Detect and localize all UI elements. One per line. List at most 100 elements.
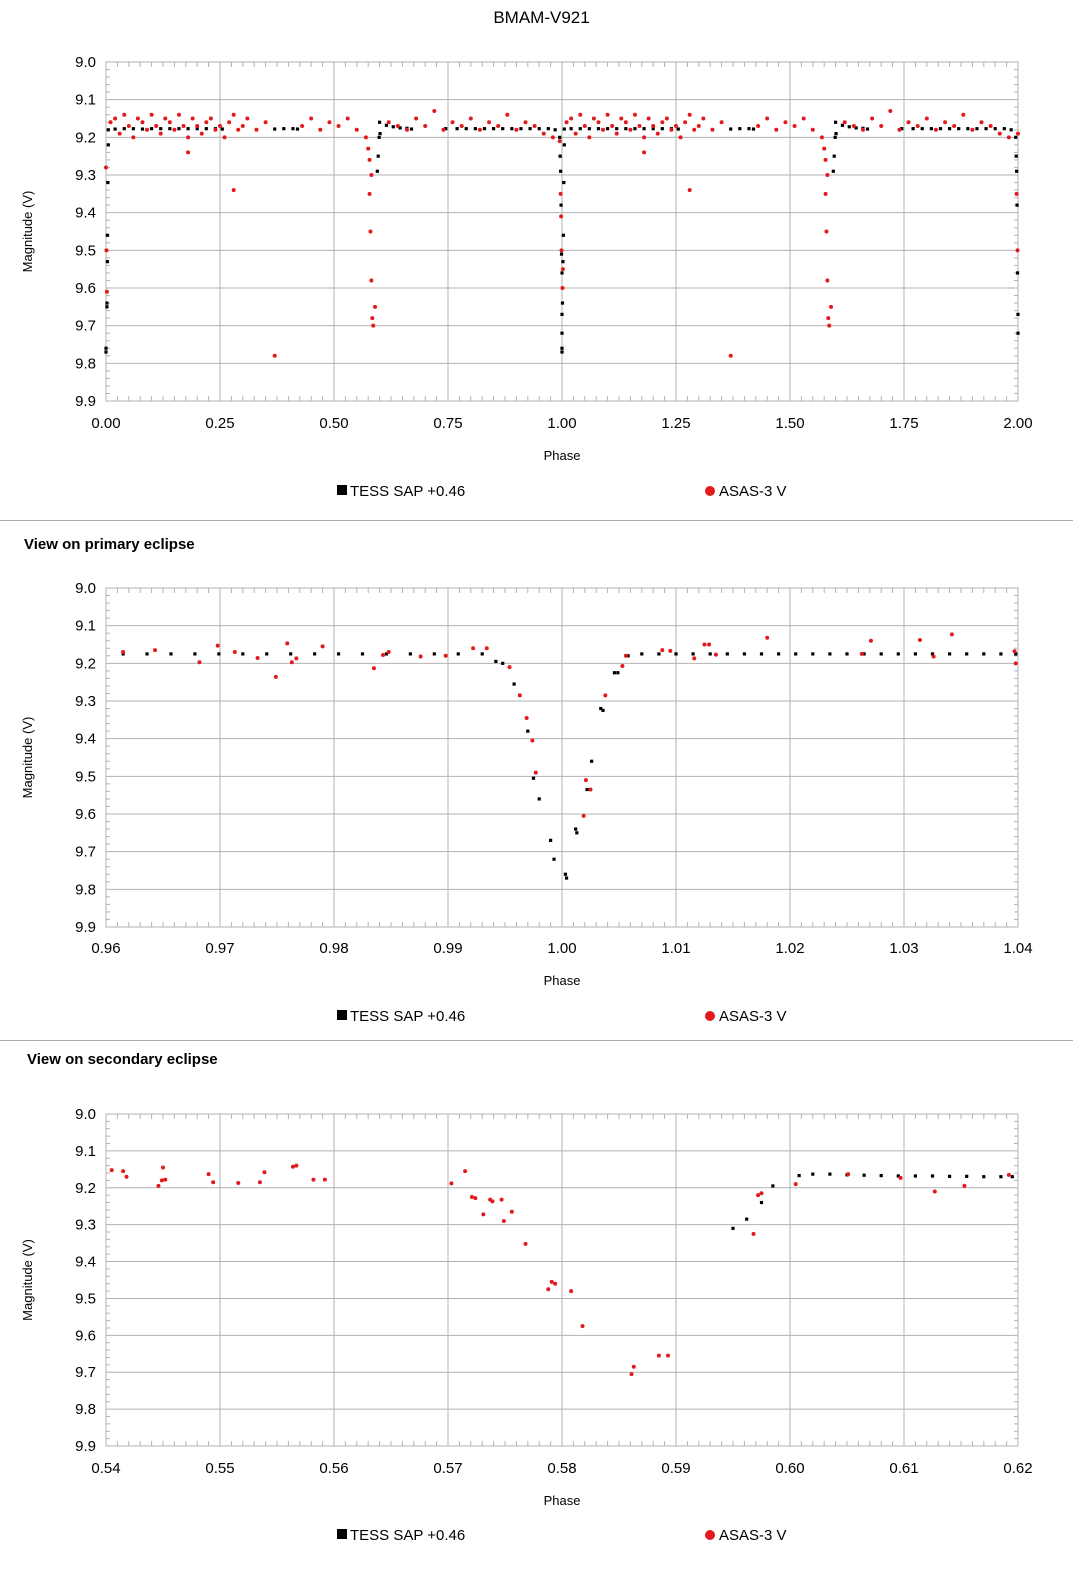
- asas-point: [463, 1169, 468, 1174]
- tess-point: [510, 127, 514, 131]
- tess-point: [828, 652, 832, 656]
- tess-point: [104, 350, 108, 354]
- asas-point: [371, 666, 376, 671]
- asas-point: [774, 127, 779, 132]
- asas-point: [582, 124, 587, 129]
- legend-asas-label: ASAS-3 V: [719, 1008, 787, 1025]
- y-tick-label: 9.8: [75, 881, 96, 898]
- asas-point: [631, 1364, 636, 1369]
- tess-point: [612, 671, 617, 675]
- y-tick-label: 9.0: [75, 54, 96, 71]
- tess-point: [920, 127, 924, 131]
- asas-point: [373, 304, 378, 309]
- tess-point: [455, 127, 459, 131]
- y-axis-title: Magnitude (V): [20, 191, 35, 273]
- asas-point: [603, 693, 608, 698]
- tess-point: [930, 652, 935, 656]
- tess-point: [552, 857, 556, 861]
- asas-point: [888, 108, 893, 113]
- asas-point: [262, 1170, 267, 1175]
- asas-point: [656, 1353, 661, 1358]
- tess-point: [560, 301, 565, 305]
- asas-point: [104, 248, 109, 253]
- asas-point: [619, 116, 624, 121]
- tess-point: [1014, 652, 1018, 656]
- asas-point: [825, 278, 830, 283]
- asas-point: [569, 116, 574, 121]
- x-tick-label: 1.01: [661, 940, 690, 957]
- asas-point: [215, 643, 220, 648]
- asas-point: [532, 124, 537, 129]
- tess-point: [273, 127, 277, 131]
- tess-point: [378, 120, 382, 124]
- tess-point: [519, 127, 523, 131]
- tess-point: [759, 652, 764, 656]
- asas-point: [683, 120, 688, 125]
- plot-area: [105, 61, 1019, 402]
- legend: TESS SAP +0.46 ASAS-3 V: [337, 1527, 787, 1544]
- tess-point: [982, 652, 986, 656]
- asas-point: [1015, 248, 1020, 253]
- asas-point: [369, 278, 374, 283]
- tess-point: [708, 652, 712, 656]
- asas-point: [122, 112, 127, 117]
- asas-point: [623, 653, 628, 658]
- tess-point: [751, 127, 756, 131]
- tess-point: [464, 127, 468, 131]
- asas-point: [560, 286, 565, 290]
- asas-point: [687, 188, 692, 193]
- tess-point: [432, 652, 436, 656]
- tess-point: [531, 776, 536, 780]
- asas-point: [222, 135, 227, 140]
- legend-asas-marker: [705, 1530, 715, 1540]
- tess-point: [501, 127, 505, 131]
- tess-point: [204, 127, 208, 131]
- asas-point: [931, 654, 936, 659]
- y-tick-label: 9.4: [75, 731, 96, 748]
- tess-point: [626, 654, 630, 658]
- tess-point: [562, 180, 566, 185]
- asas-point: [381, 653, 386, 658]
- tess-point: [930, 1174, 935, 1178]
- tess-point: [564, 876, 569, 880]
- asas-point: [163, 1177, 168, 1182]
- x-tick-label: 0.00: [91, 415, 120, 432]
- asas-point: [432, 108, 437, 113]
- asas-point: [254, 127, 259, 132]
- asas-point: [970, 127, 975, 132]
- asas-point: [569, 1289, 574, 1294]
- y-tick-label: 9.4: [75, 1254, 96, 1271]
- tess-point: [834, 120, 838, 124]
- tess-point: [241, 652, 245, 656]
- asas-point: [404, 127, 409, 132]
- asas-point: [713, 652, 718, 657]
- asas-point: [1013, 661, 1018, 666]
- tess-point: [1015, 271, 1020, 275]
- asas-point: [231, 188, 236, 193]
- y-axis-title: Magnitude (V): [20, 717, 35, 799]
- tess-point: [676, 127, 680, 131]
- asas-point: [823, 157, 828, 162]
- x-tick-label: 0.25: [205, 415, 234, 432]
- tess-point: [984, 127, 988, 131]
- asas-point: [186, 150, 191, 155]
- tess-point: [360, 652, 365, 656]
- tess-point: [105, 301, 109, 305]
- asas-point: [236, 1180, 241, 1185]
- tess-point: [913, 652, 917, 656]
- asas-series: [104, 108, 1020, 358]
- tess-point: [105, 260, 109, 264]
- asas-point: [309, 116, 314, 121]
- tess-point: [1014, 154, 1018, 158]
- tess-point: [559, 169, 563, 173]
- tess-point: [731, 1226, 735, 1230]
- asas-point: [272, 353, 277, 358]
- y-axis-title: Magnitude (V): [20, 1239, 35, 1321]
- tess-point: [1014, 135, 1018, 139]
- asas-point: [793, 1182, 798, 1187]
- asas-point: [354, 127, 359, 132]
- legend-asas-label: ASAS-3 V: [719, 483, 787, 500]
- asas-point: [368, 229, 373, 234]
- tess-point: [862, 1173, 866, 1177]
- y-tick-label: 9.0: [75, 580, 96, 597]
